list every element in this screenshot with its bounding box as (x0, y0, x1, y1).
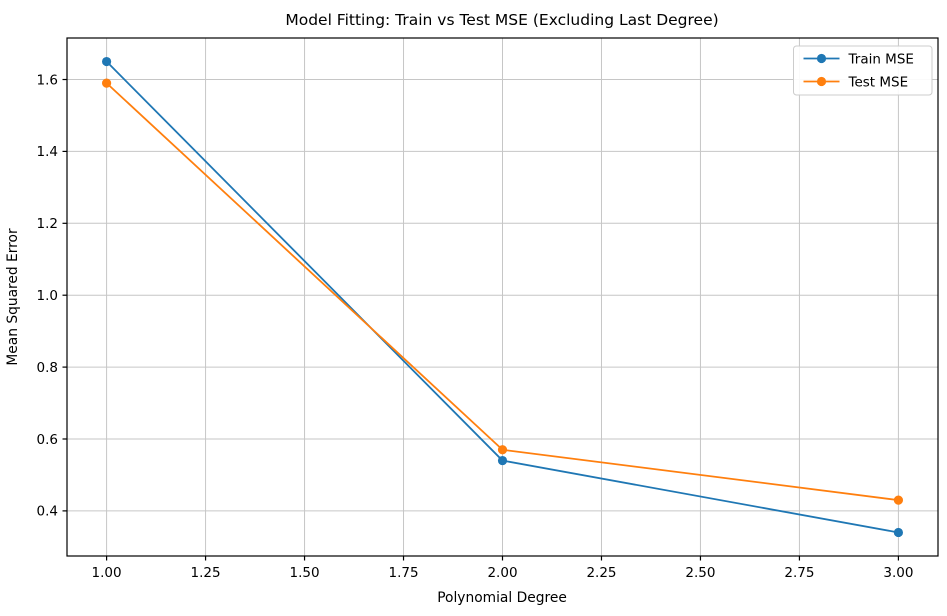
x-tick-label: 2.50 (685, 565, 715, 581)
data-point-test-mse (893, 495, 904, 505)
data-point-train-mse (893, 527, 904, 538)
x-axis-label: Polynomial Degree (437, 590, 567, 606)
series-layer (101, 56, 904, 538)
data-point-test-mse (497, 445, 508, 455)
x-tick-label: 1.25 (191, 565, 221, 581)
data-point-test-mse (101, 78, 112, 88)
x-tick-label: 3.00 (883, 565, 913, 581)
y-tick-label: 1.6 (37, 72, 58, 88)
data-point-train-mse (497, 455, 508, 466)
grid-layer (67, 38, 938, 556)
x-tick-label: 2.75 (784, 565, 814, 581)
x-tick-label: 2.00 (487, 565, 517, 581)
y-tick-label: 1.0 (37, 288, 58, 304)
legend-swatch-marker-train-mse (816, 53, 827, 64)
axes-layer: 1.00 1.25 1.50 1.75 2.00 2.25 2.50 2.75 3.00 0.4 0… (37, 37, 939, 581)
chart-title: Model Fitting: Train vs Test MSE (Exclud… (285, 11, 718, 29)
x-tick-label: 1.75 (388, 565, 418, 581)
y-tick-label: 1.2 (37, 216, 58, 232)
y-tick-label: 0.4 (37, 504, 58, 520)
y-axis-label: Mean Squared Error (5, 228, 21, 366)
y-tick-label: 1.4 (37, 144, 58, 160)
x-tick-label: 2.25 (586, 565, 616, 581)
legend-label-test-mse: Test MSE (848, 74, 909, 90)
x-tick-label: 1.00 (92, 565, 122, 581)
data-point-train-mse (101, 56, 112, 67)
legend-layer: Train MSE Test MSE (793, 45, 933, 96)
legend-swatch-marker-test-mse (816, 76, 827, 87)
y-tick-label: 0.6 (37, 432, 58, 448)
legend-label-train-mse: Train MSE (848, 51, 914, 67)
x-tick-label: 1.50 (290, 565, 320, 581)
y-tick-label: 0.8 (37, 360, 58, 376)
